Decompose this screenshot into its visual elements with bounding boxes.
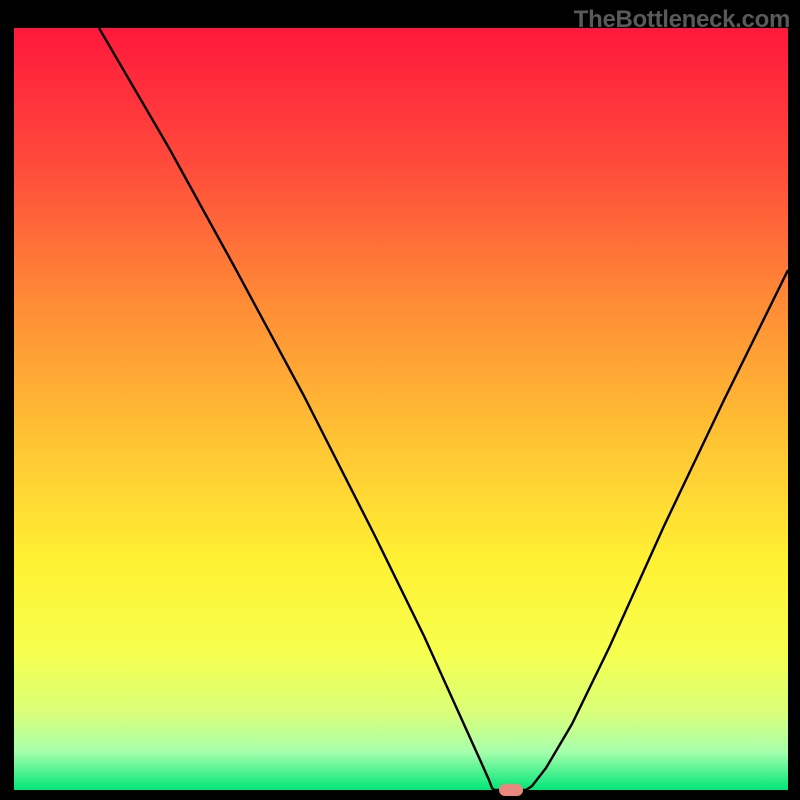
optimal-marker — [499, 784, 523, 796]
bottleneck-chart — [14, 28, 788, 790]
watermark: TheBottleneck.com — [574, 6, 790, 34]
bottleneck-curve — [14, 28, 788, 790]
